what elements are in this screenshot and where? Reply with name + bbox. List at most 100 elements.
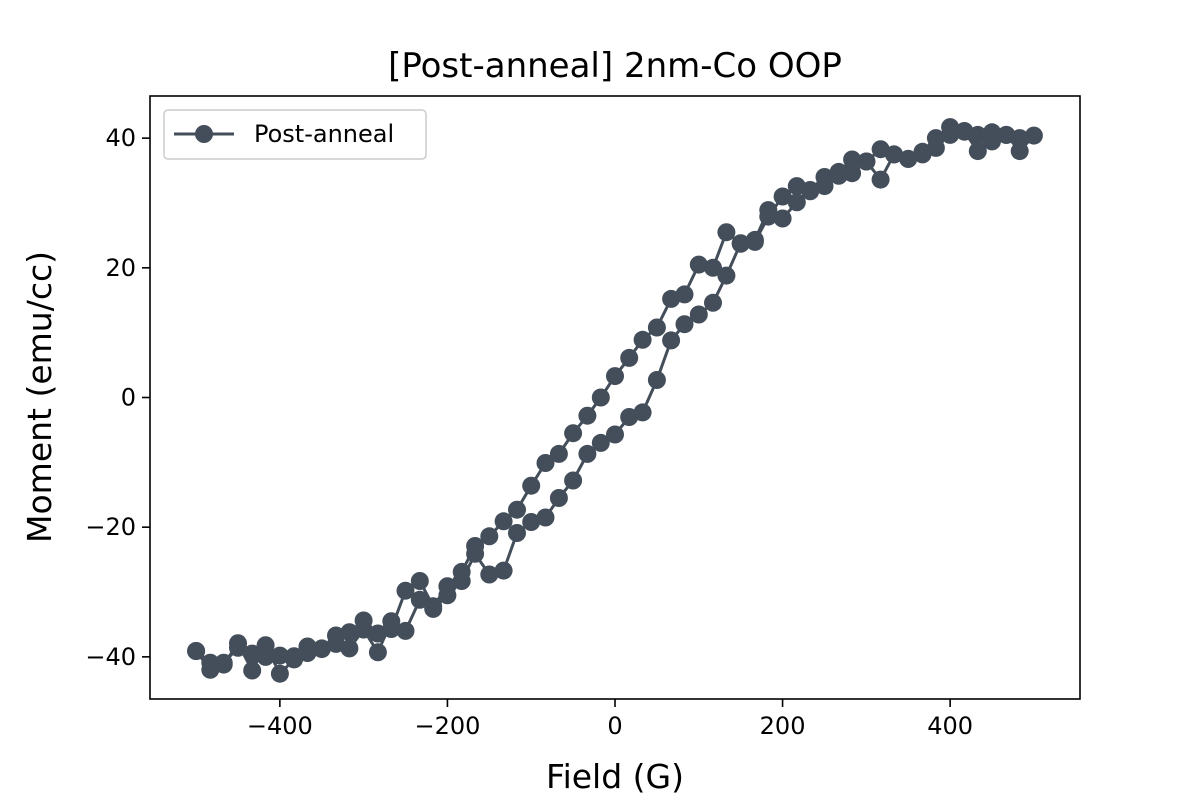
- data-point: [843, 164, 862, 183]
- data-point: [857, 152, 876, 171]
- data-point: [773, 187, 792, 206]
- data-point: [396, 621, 415, 640]
- data-point: [647, 371, 666, 389]
- data-point: [508, 524, 526, 542]
- data-point: [633, 403, 652, 422]
- data-point: [340, 639, 359, 658]
- data-point: [759, 207, 778, 226]
- data-point: [452, 562, 471, 581]
- data-point: [968, 142, 987, 161]
- data-point: [285, 647, 304, 666]
- legend: Post-anneal: [163, 109, 427, 160]
- data-point: [829, 162, 848, 181]
- data-point: [466, 537, 485, 555]
- data-point: [214, 653, 233, 672]
- data-point: [662, 331, 681, 350]
- plot-frame: [149, 95, 1081, 700]
- data-point: [941, 125, 960, 144]
- y-axis-label: Moment (emu/cc): [20, 251, 59, 543]
- x-tick-label: −200: [414, 712, 480, 740]
- data-point: [549, 444, 568, 463]
- data-point: [591, 388, 610, 407]
- data-point: [354, 611, 373, 630]
- data-point: [522, 476, 541, 495]
- data-point: [312, 640, 331, 659]
- data-point: [717, 223, 736, 242]
- data-point: [871, 140, 890, 159]
- data-point: [745, 232, 764, 251]
- data-point: [606, 367, 624, 386]
- data-point: [270, 646, 289, 665]
- data-point: [522, 513, 541, 531]
- data-point: [731, 234, 750, 253]
- data-point: [438, 577, 457, 596]
- data-point: [327, 626, 345, 645]
- y-tick-label: −20: [85, 513, 136, 541]
- data-point: [480, 527, 499, 546]
- data-point: [787, 193, 806, 212]
- data-point: [243, 644, 262, 663]
- data-point: [843, 150, 862, 169]
- data-point: [871, 170, 890, 189]
- data-point: [201, 653, 220, 672]
- y-tick-label: 40: [105, 124, 136, 152]
- data-point: [704, 293, 722, 312]
- data-point: [689, 255, 708, 274]
- data-point: [983, 132, 1001, 151]
- data-point: [564, 424, 583, 443]
- data-point: [1010, 142, 1029, 161]
- data-point: [997, 125, 1016, 144]
- data-point: [368, 643, 387, 662]
- data-point: [480, 565, 499, 584]
- data-point: [187, 642, 206, 660]
- data-point: [787, 177, 806, 196]
- data-point: [704, 258, 722, 277]
- data-point: [564, 471, 583, 490]
- data-point: [620, 348, 639, 367]
- legend-box: [163, 109, 427, 160]
- data-point: [396, 581, 415, 600]
- data-point: [549, 489, 568, 507]
- legend-label: Post-anneal: [254, 120, 394, 148]
- x-tick-label: −400: [247, 712, 313, 740]
- plot-area: [150, 96, 1080, 699]
- data-point: [647, 318, 666, 337]
- data-point: [424, 597, 443, 616]
- data-point: [229, 638, 247, 657]
- data-point: [926, 129, 945, 148]
- data-point: [494, 512, 513, 531]
- data-point: [913, 145, 932, 164]
- data-point: [578, 444, 597, 463]
- data-point: [899, 149, 918, 168]
- data-point: [410, 572, 429, 590]
- data-point: [717, 266, 736, 285]
- data-point: [633, 330, 652, 349]
- series-layer: [187, 118, 1043, 683]
- data-point: [410, 590, 429, 609]
- data-point: [578, 406, 597, 425]
- data-point: [591, 433, 610, 452]
- data-point: [270, 664, 289, 683]
- data-point: [773, 209, 792, 228]
- y-tick-label: −40: [85, 643, 136, 671]
- data-point: [955, 122, 974, 140]
- data-point: [675, 315, 694, 334]
- chart-title: [Post-anneal] 2nm-Co OOP: [388, 46, 842, 86]
- data-point: [606, 425, 624, 444]
- data-point: [689, 305, 708, 324]
- data-point: [662, 289, 681, 308]
- data-point: [368, 624, 387, 643]
- data-point: [508, 500, 526, 519]
- x-tick-label: 0: [607, 712, 622, 740]
- y-tick-label: 0: [121, 384, 136, 412]
- data-point: [815, 168, 834, 186]
- data-point: [536, 508, 555, 527]
- x-tick-label: 200: [760, 712, 806, 740]
- data-point: [1024, 126, 1043, 145]
- y-tick-label: 20: [105, 254, 136, 282]
- x-axis-label: Field (G): [546, 757, 684, 796]
- data-point: [536, 454, 555, 472]
- x-tick-label: 400: [927, 712, 973, 740]
